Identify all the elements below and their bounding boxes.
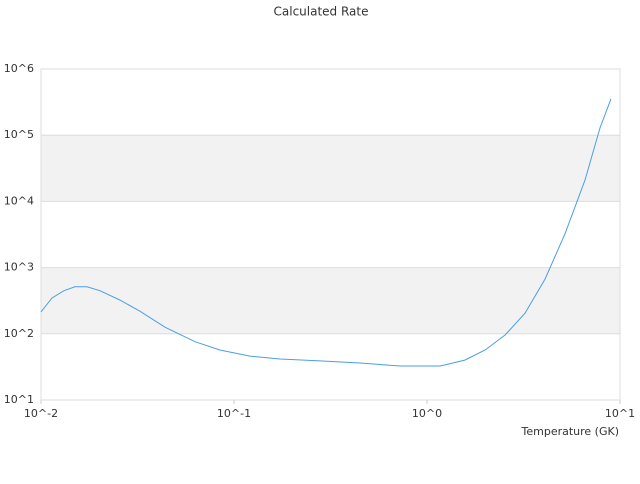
x-tick-label: 10^-2 — [24, 407, 58, 420]
y-tick-label: 10^2 — [4, 327, 34, 340]
grid-band — [41, 135, 620, 202]
line-series — [40, 98, 612, 367]
x-axis-label: Temperature (GK) — [521, 425, 620, 438]
x-tick-label: 10^0 — [412, 407, 442, 420]
chart-title: Calculated Rate — [274, 5, 369, 19]
x-tick-label: 10^-1 — [217, 407, 251, 420]
y-tick-label: 10^3 — [4, 261, 34, 274]
y-tick-label: 10^1 — [4, 393, 34, 406]
grid-band — [41, 267, 620, 334]
y-tick-label: 10^5 — [4, 128, 34, 141]
y-tick-label: 10^4 — [4, 194, 34, 207]
plot-frame — [40, 68, 621, 401]
x-tick-label: 10^1 — [605, 407, 635, 420]
y-tick-label: 10^6 — [4, 62, 34, 75]
